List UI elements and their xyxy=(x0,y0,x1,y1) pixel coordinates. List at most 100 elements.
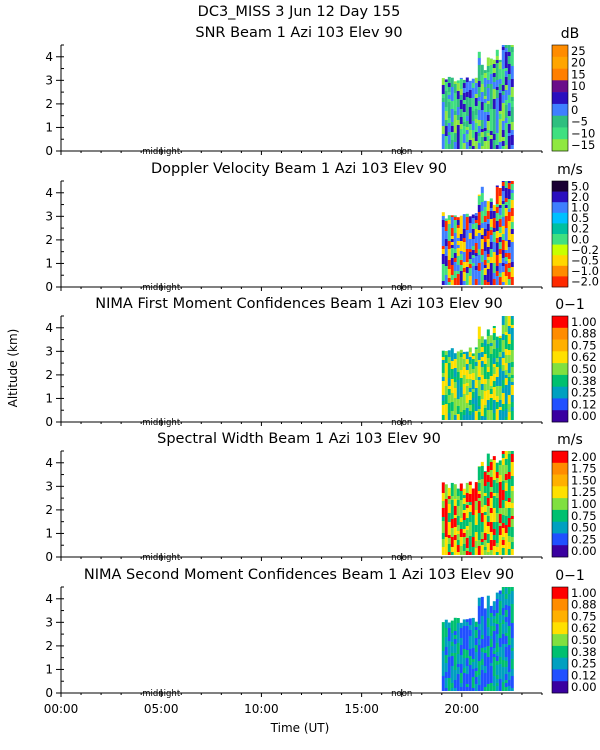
y-tick-label: 3 xyxy=(45,73,53,87)
colorbar-swatch xyxy=(552,276,568,288)
colorbar-swatch xyxy=(552,657,568,670)
colorbar-label: 0.00 xyxy=(571,680,597,694)
y-tick-label: 1 xyxy=(45,526,53,540)
colorbar-label: 0.88 xyxy=(571,327,597,341)
day-marker: noon xyxy=(391,147,412,157)
colorbar-label: 1.00 xyxy=(571,497,597,511)
y-tick-label: 3 xyxy=(45,615,53,629)
y-tick-label: 0 xyxy=(45,144,53,158)
y-tick-label: 3 xyxy=(45,209,53,223)
colorbar-label: 0.62 xyxy=(571,350,597,364)
figure-title: DC3_MISS 3 Jun 12 Day 155 xyxy=(198,4,401,20)
day-marker: noon xyxy=(391,418,412,428)
colorbar-swatch xyxy=(552,202,568,214)
day-marker: midnight xyxy=(142,283,181,293)
y-tick-label: 1 xyxy=(45,256,53,270)
colorbar-label: 0.38 xyxy=(571,374,597,388)
y-tick-label: 4 xyxy=(45,321,53,335)
colorbar-unit: 0−1 xyxy=(555,568,585,584)
y-tick-label: 0 xyxy=(45,280,53,294)
colorbar-label: 0.50 xyxy=(571,633,597,647)
colorbar-swatch xyxy=(552,363,568,376)
colorbar-label: 1.00 xyxy=(571,586,597,600)
colorbar-swatch xyxy=(552,181,568,192)
colorbar-label: −5 xyxy=(571,115,588,129)
colorbar-swatch xyxy=(552,486,568,499)
colorbar-swatch xyxy=(552,462,568,475)
colorbar-label: 0.50 xyxy=(571,362,597,376)
colorbar-label: 0.50 xyxy=(571,521,597,535)
colorbar-swatch xyxy=(552,474,568,487)
colorbar-swatch xyxy=(552,374,568,387)
colorbar-label: 5.0 xyxy=(571,179,589,193)
panel-4: Spectral Width Beam 1 Azi 103 Elev 90 0 1 2… xyxy=(45,431,596,564)
panel-2: Doppler Velocity Beam 1 Azi 103 Elev 90 0… xyxy=(45,161,599,294)
colorbar-swatch xyxy=(552,587,568,600)
colorbar-swatch xyxy=(552,244,568,256)
colorbar-label: 15 xyxy=(571,67,586,81)
colorbar-label: 5 xyxy=(571,91,578,105)
colorbar: 1.000.880.750.620.500.380.250.120.00 0−1 xyxy=(551,568,597,694)
colorbar-label: 2.00 xyxy=(571,450,597,464)
y-tick-label: 4 xyxy=(45,50,53,64)
y-tick-label: 0 xyxy=(45,550,53,564)
colorbar-swatch xyxy=(552,451,568,464)
colorbar-swatch xyxy=(552,610,568,623)
colorbar-label: 0.12 xyxy=(571,668,597,682)
y-tick-label: 3 xyxy=(45,344,53,358)
panel-1: SNR Beam 1 Azi 103 Elev 90 0 1 2 3 4 midnight n… xyxy=(45,25,595,158)
y-tick-label: 2 xyxy=(45,97,53,111)
colorbar-swatch xyxy=(552,351,568,364)
colorbar-swatch xyxy=(552,645,568,658)
colorbar-label: 0 xyxy=(571,103,578,117)
colorbar-label: 0.25 xyxy=(571,386,597,400)
colorbar-label: 0.25 xyxy=(571,657,597,671)
colorbar-swatch xyxy=(552,56,568,69)
y-tick-label: 4 xyxy=(45,456,53,470)
colorbar-swatch xyxy=(552,634,568,647)
colorbar-swatch xyxy=(552,223,568,235)
y-tick-label: 1 xyxy=(45,662,53,676)
y-tick-label: 1 xyxy=(45,120,53,134)
colorbar-label: 0.25 xyxy=(571,532,597,546)
panel-title: NIMA Second Moment Confidences Beam 1 Az… xyxy=(84,567,514,583)
colorbar-label: 0.38 xyxy=(571,645,597,659)
colorbar-label: 0.75 xyxy=(571,509,597,523)
day-marker: midnight xyxy=(142,689,181,699)
day-marker: noon xyxy=(391,689,412,699)
day-marker: midnight xyxy=(142,553,181,563)
y-tick-label: 2 xyxy=(45,503,53,517)
colorbar-label: 0.88 xyxy=(571,598,597,612)
colorbar-swatch xyxy=(552,115,568,128)
colorbar-swatch xyxy=(552,139,568,152)
colorbar-swatch xyxy=(552,80,568,93)
colorbar-label: 1.00 xyxy=(571,315,597,329)
colorbar-unit: m/s xyxy=(557,162,583,178)
panel-title: SNR Beam 1 Azi 103 Elev 90 xyxy=(195,25,402,41)
day-marker: midnight xyxy=(142,147,181,157)
day-marker: noon xyxy=(391,283,412,293)
colorbar-swatch xyxy=(552,598,568,611)
data-image xyxy=(441,451,514,555)
colorbar-label: 0.75 xyxy=(571,338,597,352)
colorbar-swatch xyxy=(552,545,568,558)
x-tick-label: 15:00 xyxy=(344,702,379,716)
y-axis-label: Altitude (km) xyxy=(6,329,20,408)
colorbar-swatch xyxy=(552,327,568,340)
colorbar-swatch xyxy=(552,386,568,399)
panel-3: NIMA First Moment Confidences Beam 1 Azi… xyxy=(45,296,596,429)
colorbar-label: 1.0 xyxy=(571,201,589,215)
colorbar-label: 0.62 xyxy=(571,621,597,635)
colorbar-swatch xyxy=(552,622,568,635)
colorbar-label: 0.75 xyxy=(571,609,597,623)
y-tick-label: 4 xyxy=(45,186,53,200)
data-image xyxy=(441,316,514,420)
day-marker: noon xyxy=(391,553,412,563)
colorbar-label: 0.12 xyxy=(571,397,597,411)
colorbar-label: 1.75 xyxy=(571,462,597,476)
colorbar-swatch xyxy=(552,127,568,140)
colorbar-unit: dB xyxy=(561,26,580,42)
y-tick-label: 2 xyxy=(45,639,53,653)
colorbar-label: −10 xyxy=(571,126,595,140)
